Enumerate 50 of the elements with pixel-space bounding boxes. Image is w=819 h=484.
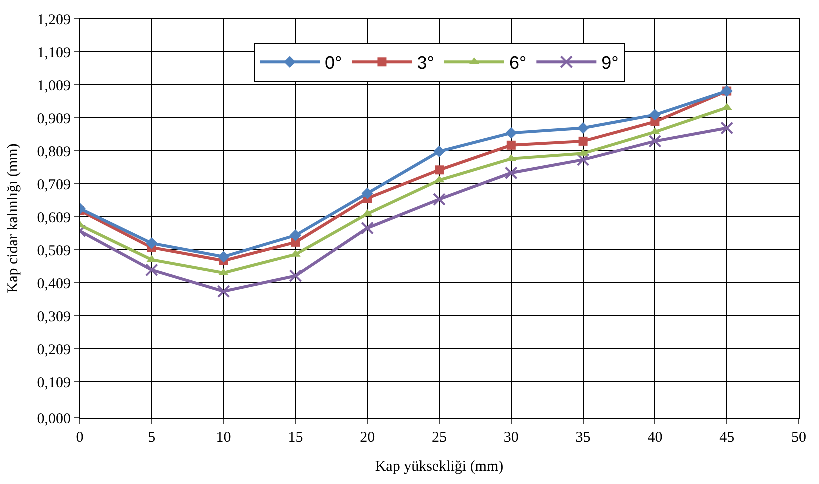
y-tick-label: 0,909: [37, 111, 71, 128]
y-tick-label: 0,809: [37, 144, 71, 160]
legend-label: 3°: [417, 53, 434, 74]
point: [720, 122, 734, 135]
x-tick-label: 10: [216, 430, 232, 446]
x-tick-label: 50: [792, 430, 806, 446]
point: [435, 166, 444, 175]
y-axis-title: Kap cidar kalınlığı (mm): [6, 144, 22, 294]
point: [433, 193, 446, 206]
point: [578, 136, 588, 146]
y-tick-label: 0,709: [37, 177, 71, 194]
point: [145, 264, 158, 277]
x-axis-title: Kap yüksekliği (mm): [375, 459, 504, 475]
point: [361, 222, 374, 235]
y-tick-label: 0,509: [37, 243, 71, 260]
x-tick-label: 0: [76, 430, 84, 446]
point: [217, 285, 230, 298]
y-tick-label: 0,000: [37, 411, 71, 428]
y-tick-label: 0,309: [37, 309, 71, 326]
y-tick-label: 1,009: [37, 78, 71, 94]
x-tick-label: 20: [360, 430, 376, 446]
point: [649, 109, 662, 121]
point: [218, 251, 230, 263]
point: [576, 153, 590, 166]
legend-label: 0°: [325, 53, 342, 74]
x-tick-label: 15: [288, 430, 304, 446]
point: [504, 166, 518, 180]
legend-label: 9°: [602, 53, 619, 74]
y-tick-label: 0,409: [37, 276, 71, 292]
x-tick-label: 45: [720, 430, 735, 446]
point: [577, 122, 590, 134]
point: [648, 134, 662, 148]
x-tick-label: 30: [504, 430, 519, 446]
point: [146, 238, 158, 250]
point: [434, 146, 446, 158]
y-tick-label: 0,209: [37, 342, 71, 358]
y-tick-label: 0,609: [37, 210, 71, 226]
point: [506, 127, 518, 140]
point: [290, 230, 302, 242]
x-tick-label: 25: [432, 430, 447, 446]
point: [289, 270, 302, 283]
legend-label: 6°: [509, 53, 527, 74]
point: [362, 188, 374, 200]
y-tick-label: 0,109: [37, 375, 71, 392]
y-tick-label: 1,109: [37, 45, 71, 62]
point: [506, 140, 516, 150]
y-tick-label: 1,209: [37, 12, 71, 28]
x-tick-label: 40: [648, 430, 663, 446]
x-tick-label: 5: [148, 430, 156, 446]
x-tick-label: 35: [576, 430, 591, 446]
